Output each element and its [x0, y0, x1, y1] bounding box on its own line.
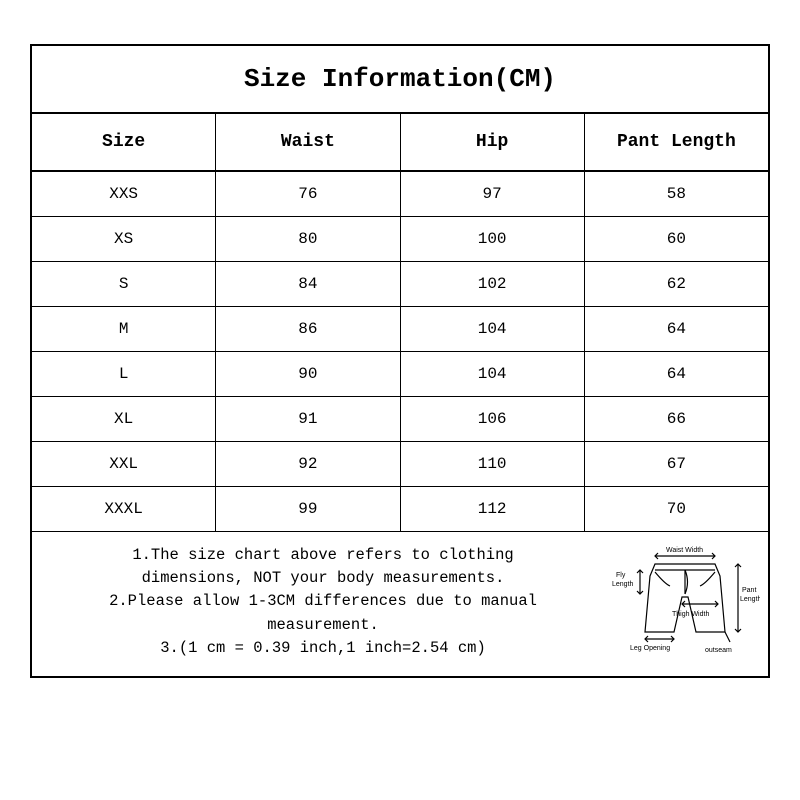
svg-text:Length: Length [740, 596, 760, 603]
notes-row: 1.The size chart above refers to clothin… [32, 532, 768, 676]
col-header-pant-length: Pant Length [585, 114, 768, 170]
shorts-diagram-icon: Waist Width Fly Length Pant Length [610, 542, 760, 662]
table-cell: 62 [585, 262, 768, 306]
table-cell: L [32, 352, 216, 396]
col-header-hip: Hip [401, 114, 585, 170]
table-cell: XS [32, 217, 216, 261]
table-cell: 86 [216, 307, 400, 351]
table-cell: 58 [585, 172, 768, 216]
table-cell: 110 [401, 442, 585, 486]
label-thigh-width: Thigh Width [672, 611, 709, 618]
table-cell: 66 [585, 397, 768, 441]
label-outseam: outseam [705, 647, 732, 654]
table-cell: XXL [32, 442, 216, 486]
table-cell: 104 [401, 352, 585, 396]
svg-text:Pant: Pant [742, 587, 756, 594]
table-cell: M [32, 307, 216, 351]
table-cell: XL [32, 397, 216, 441]
table-cell: 70 [585, 487, 768, 531]
table-cell: XXS [32, 172, 216, 216]
table-row: XS8010060 [32, 217, 768, 262]
table-row: L9010464 [32, 352, 768, 397]
table-row: XXXL9911270 [32, 487, 768, 532]
label-leg-opening: Leg Opening [630, 645, 670, 652]
table-cell: 97 [401, 172, 585, 216]
table-cell: 76 [216, 172, 400, 216]
size-table: Size Information(CM) Size Waist Hip Pant… [30, 44, 770, 678]
table-cell: 104 [401, 307, 585, 351]
table-cell: 84 [216, 262, 400, 306]
table-row: XXS769758 [32, 172, 768, 217]
table-cell: 67 [585, 442, 768, 486]
table-cell: 90 [216, 352, 400, 396]
table-cell: 100 [401, 217, 585, 261]
table-cell: S [32, 262, 216, 306]
table-cell: XXXL [32, 487, 216, 531]
table-cell: 106 [401, 397, 585, 441]
table-cell: 99 [216, 487, 400, 531]
table-cell: 64 [585, 307, 768, 351]
label-waist-width: Waist Width [666, 547, 703, 554]
svg-text:Length: Length [612, 581, 634, 588]
table-row: XXL9211067 [32, 442, 768, 487]
table-cell: 102 [401, 262, 585, 306]
table-row: M8610464 [32, 307, 768, 352]
svg-text:Fly: Fly [616, 572, 626, 579]
table-cell: 92 [216, 442, 400, 486]
table-cell: 91 [216, 397, 400, 441]
table-body: XXS769758XS8010060S8410262M8610464L90104… [32, 172, 768, 532]
table-title: Size Information(CM) [32, 46, 768, 114]
notes-text: 1.The size chart above refers to clothin… [40, 544, 610, 660]
table-header-row: Size Waist Hip Pant Length [32, 114, 768, 172]
table-cell: 64 [585, 352, 768, 396]
table-row: S8410262 [32, 262, 768, 307]
table-cell: 60 [585, 217, 768, 261]
table-cell: 80 [216, 217, 400, 261]
table-cell: 112 [401, 487, 585, 531]
col-header-size: Size [32, 114, 216, 170]
col-header-waist: Waist [216, 114, 400, 170]
table-row: XL9110666 [32, 397, 768, 442]
